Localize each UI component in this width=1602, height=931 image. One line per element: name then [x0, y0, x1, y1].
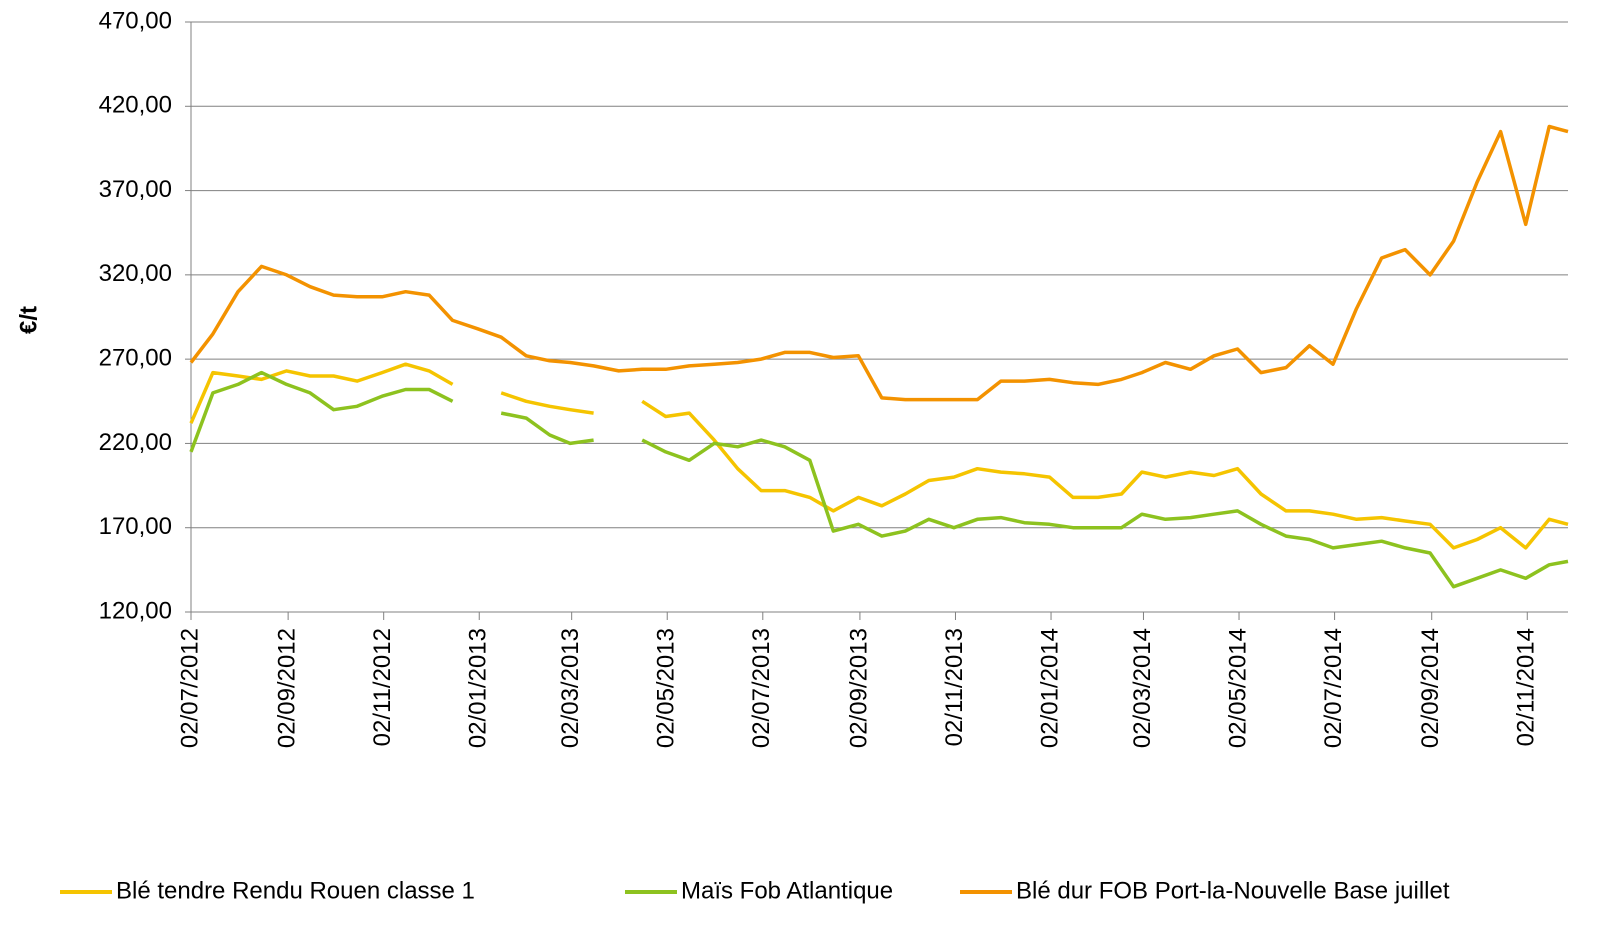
x-tick-label: 02/01/2014: [1036, 628, 1063, 748]
x-tick-label: 02/09/2013: [845, 628, 872, 748]
y-tick-label: 470,00: [99, 7, 172, 34]
legend-label: Blé tendre Rendu Rouen classe 1: [116, 877, 475, 904]
data-line: [189, 362, 1569, 550]
x-tick-label: 02/09/2012: [273, 628, 300, 748]
legend-label: Blé dur FOB Port-la-Nouvelle Base juille…: [1016, 877, 1450, 904]
y-tick-label: 320,00: [99, 260, 172, 287]
x-tick-label: 02/05/2014: [1224, 628, 1251, 748]
y-tick-label: 120,00: [99, 597, 172, 624]
y-tick-label: 370,00: [99, 176, 172, 203]
y-tick-label: 170,00: [99, 513, 172, 540]
x-tick-label: 02/03/2013: [557, 628, 584, 748]
x-tick-label: 02/07/2013: [748, 628, 775, 748]
x-tick-label: 02/09/2014: [1417, 628, 1444, 748]
y-axis-label: €/t: [15, 306, 42, 334]
y-tick-label: 220,00: [99, 429, 172, 456]
x-tick-label: 02/07/2012: [176, 628, 203, 748]
x-tick-label: 02/05/2013: [653, 628, 680, 748]
y-tick-label: 420,00: [99, 92, 172, 119]
data-line: [189, 124, 1569, 402]
y-tick-label: 270,00: [99, 344, 172, 371]
x-tick-label: 02/11/2014: [1513, 628, 1540, 746]
x-tick-label: 02/07/2014: [1320, 628, 1347, 748]
legend-label: Maïs Fob Atlantique: [681, 877, 893, 904]
x-tick-label: 02/01/2013: [465, 628, 492, 748]
x-tick-label: 02/03/2014: [1129, 628, 1156, 748]
data-line: [189, 370, 1569, 589]
x-tick-label: 02/11/2012: [369, 628, 396, 746]
x-tick-label: 02/11/2013: [941, 628, 968, 746]
